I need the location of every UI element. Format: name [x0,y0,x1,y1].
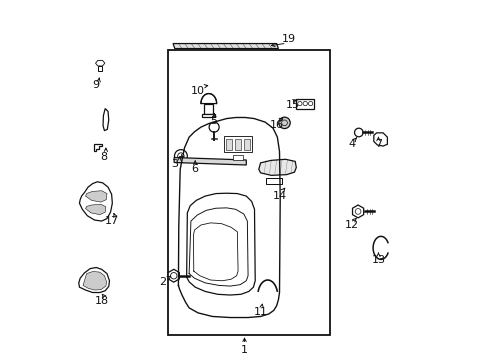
Text: 16: 16 [269,120,283,130]
Text: 1: 1 [241,345,247,355]
Circle shape [278,117,290,129]
Text: 14: 14 [273,191,286,201]
Polygon shape [95,60,104,66]
Polygon shape [98,66,102,71]
Circle shape [354,128,363,137]
Text: 4: 4 [347,139,354,149]
Polygon shape [79,267,109,293]
Text: 12: 12 [344,220,358,230]
Text: 7: 7 [374,139,381,149]
Polygon shape [203,104,213,114]
Polygon shape [244,139,249,150]
Polygon shape [173,44,278,49]
Text: 3: 3 [171,159,178,169]
Circle shape [209,122,219,132]
Bar [167,50,329,336]
Polygon shape [265,178,282,184]
Polygon shape [83,271,106,290]
Polygon shape [174,157,246,165]
Circle shape [174,150,187,162]
Text: 17: 17 [105,216,119,226]
Text: 19: 19 [282,34,296,44]
Text: 18: 18 [94,296,108,306]
Polygon shape [224,136,252,152]
Text: 13: 13 [371,255,385,265]
Polygon shape [80,182,112,221]
Polygon shape [235,139,241,150]
Polygon shape [168,269,179,282]
Polygon shape [94,144,102,152]
Text: 2: 2 [159,277,166,287]
Polygon shape [201,94,216,104]
Polygon shape [85,191,107,202]
Polygon shape [352,205,363,218]
Text: 15: 15 [285,100,299,110]
Polygon shape [103,109,108,131]
Text: 6: 6 [191,164,198,174]
Text: 9: 9 [93,80,100,90]
Text: 11: 11 [253,307,267,317]
Polygon shape [85,204,106,215]
Polygon shape [226,139,231,150]
Polygon shape [202,114,215,117]
Text: 8: 8 [100,152,107,162]
Text: 10: 10 [191,86,204,96]
Polygon shape [232,155,243,160]
Text: 5: 5 [210,116,217,126]
Polygon shape [258,159,296,175]
Polygon shape [296,99,313,109]
Polygon shape [373,133,386,146]
